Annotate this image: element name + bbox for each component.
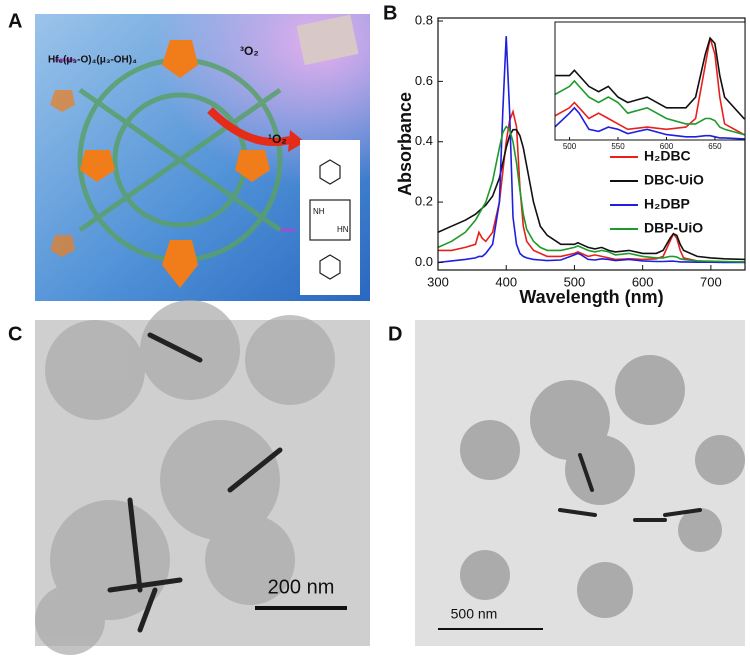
triplet-oxygen: ³O₂	[240, 44, 259, 58]
x-axis-label: Wavelength (nm)	[519, 287, 663, 307]
series-line	[438, 128, 745, 261]
scale-bar-label: 200 nm	[268, 576, 335, 598]
inset-x-tick-label: 650	[708, 142, 722, 151]
inset-frame	[554, 21, 746, 141]
inset-x-tick-label: 550	[611, 142, 625, 151]
x-tick-label: 700	[700, 274, 722, 289]
chart: 300 400 500 600 700 0.0 0.2 0.4 0.6 0.8 Wavelength…	[395, 12, 746, 307]
y-axis-label: Absorbance	[395, 92, 415, 196]
series-line	[438, 36, 745, 264]
inset-x-tick-label: 600	[660, 142, 674, 151]
inset-x-tick-label: 500	[563, 142, 577, 151]
panel-c-image	[35, 300, 370, 655]
y-tick-label: 0.8	[415, 12, 433, 27]
panel-a-image	[35, 14, 370, 301]
plot-lines	[438, 36, 745, 264]
series-line	[438, 125, 745, 263]
panel-d-image	[415, 320, 745, 646]
x-tick-label: 600	[632, 274, 654, 289]
y-tick-label: 0.4	[415, 133, 433, 148]
legend-label: DBC-UiO	[644, 172, 704, 188]
y-tick-label: 0.2	[415, 194, 433, 209]
panel-label: A	[8, 10, 22, 32]
molecule-label: HN	[337, 225, 349, 234]
x-tick-label: 300	[427, 274, 449, 289]
panel-label: B	[383, 2, 397, 24]
series-line	[555, 37, 745, 136]
series-line	[555, 36, 745, 120]
singlet-oxygen: ¹O₂	[268, 132, 287, 146]
plot-lines	[555, 36, 745, 140]
y-tick-label: 0.6	[415, 73, 433, 88]
scale-bar-label: 500 nm	[451, 606, 498, 622]
x-tick-label: 400	[495, 274, 517, 289]
legend-label: H₂DBP	[644, 196, 690, 212]
x-tick-label: 500	[564, 274, 586, 289]
panel-label: D	[388, 323, 402, 345]
plot-frame	[437, 17, 746, 271]
panel-label: C	[8, 323, 22, 345]
y-tick-label: 0.0	[415, 254, 433, 269]
molecule-label: NH	[313, 207, 325, 216]
legend-label: DBP-UiO	[644, 220, 703, 236]
series-line	[555, 106, 745, 140]
series-line	[555, 79, 745, 136]
cluster-label: Hf₆(μ₃-O)₄(μ₃-OH)₄	[48, 55, 137, 66]
legend-label: H₂DBC	[644, 148, 691, 164]
